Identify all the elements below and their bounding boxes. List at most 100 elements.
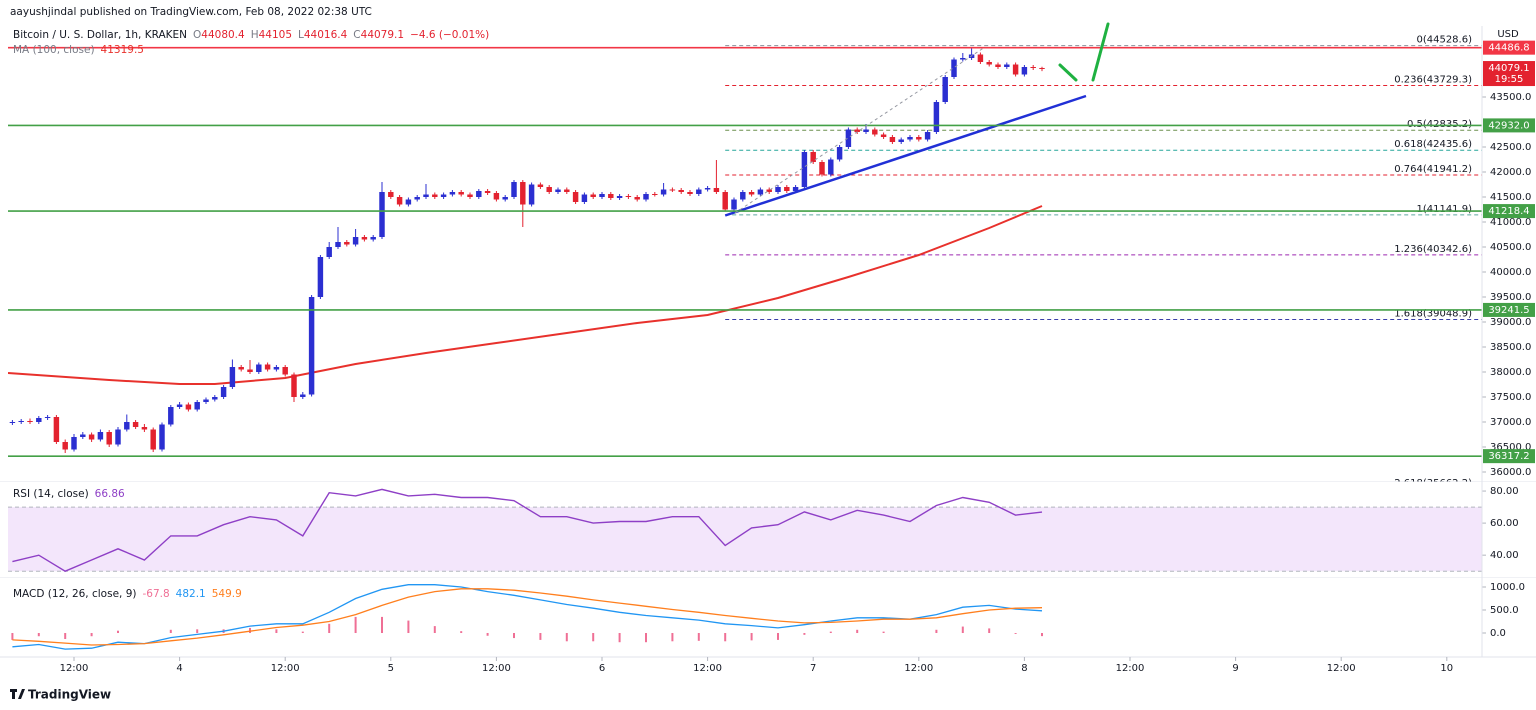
level-label: 39241.5 xyxy=(1488,305,1529,316)
candle-body xyxy=(229,367,236,387)
last-price-box xyxy=(1483,61,1535,87)
candle-body xyxy=(748,192,755,195)
candle-body xyxy=(71,437,77,450)
candle-body xyxy=(291,374,297,397)
candle-body xyxy=(537,184,544,187)
candle-body xyxy=(845,129,852,147)
candle-body xyxy=(546,187,552,192)
candle-body xyxy=(757,189,764,195)
candle-body xyxy=(106,432,112,445)
x-tick-label: 5 xyxy=(388,663,394,674)
level-box xyxy=(1483,302,1535,317)
candle-body xyxy=(810,152,816,162)
candle-body xyxy=(27,421,33,422)
histogram-bar xyxy=(301,631,304,634)
candle-body xyxy=(590,194,596,197)
candle-body xyxy=(520,182,526,205)
candle-body xyxy=(722,192,728,210)
candle-body xyxy=(960,58,966,60)
histogram-bar xyxy=(935,629,938,634)
histogram-bar xyxy=(856,629,859,634)
candle-body xyxy=(564,189,570,192)
level-label: 41218.4 xyxy=(1488,206,1529,217)
ma-legend: MA (100, close) 41319.5 xyxy=(13,44,144,56)
fib-diagonal xyxy=(734,46,986,214)
histogram-bar xyxy=(777,633,779,640)
candle-body xyxy=(97,432,104,440)
candle-body xyxy=(370,237,376,240)
histogram-bar xyxy=(803,633,806,635)
candle-body xyxy=(696,189,702,194)
candle-body xyxy=(36,418,42,422)
candle-body xyxy=(687,192,693,194)
y-tick-label: 40.00 xyxy=(1490,550,1519,561)
symbol-legend: Bitcoin / U. S. Dollar, 1h, KRAKEN O44080… xyxy=(13,29,489,41)
fib-label: 0.764(41941.2) xyxy=(1394,164,1472,175)
histogram-bar xyxy=(961,626,964,634)
candle-body xyxy=(907,137,913,140)
level-label: 36317.2 xyxy=(1488,451,1529,462)
rsi-value: 66.86 xyxy=(95,488,125,500)
pane-background xyxy=(0,26,1536,482)
candle-body xyxy=(379,192,385,237)
candle-body xyxy=(792,187,799,191)
rsi-line xyxy=(12,488,1043,572)
fib-label: 0.236(43729.3) xyxy=(1394,75,1472,86)
y-tick-label: 42000.0 xyxy=(1490,167,1531,178)
histogram-bar xyxy=(249,627,251,634)
level-box xyxy=(1483,118,1535,133)
histogram-bar xyxy=(1014,633,1017,634)
histogram-bar xyxy=(11,633,14,640)
y-tick-label: 500.0 xyxy=(1490,605,1519,616)
x-tick-label: 12:00 xyxy=(1116,663,1145,674)
candle-body xyxy=(608,194,614,198)
candle-body xyxy=(889,137,896,142)
published-note: aayushjindal published on TradingView.co… xyxy=(10,6,372,18)
x-tick-label: 12:00 xyxy=(904,663,933,674)
y-tick-label: 38500.0 xyxy=(1490,342,1531,353)
candle-body xyxy=(766,189,772,192)
candle-body xyxy=(476,191,482,197)
candle-body xyxy=(352,237,359,245)
candle-body xyxy=(704,188,711,190)
candle-body xyxy=(1004,64,1010,67)
candle-body xyxy=(247,369,253,372)
signal-line xyxy=(12,588,1043,646)
candle-body xyxy=(836,147,843,160)
candle-body xyxy=(388,192,394,197)
candle-body xyxy=(511,182,517,197)
rsi-band xyxy=(8,507,1482,572)
candle-body xyxy=(572,192,579,202)
histogram-bar xyxy=(1041,633,1043,637)
histogram-bar xyxy=(671,633,674,642)
price-pane: 36000.0 36500.0 37000.0 37500.0 38000.0 38500… xyxy=(0,26,1536,489)
candle-body xyxy=(819,162,825,175)
candle-body xyxy=(625,196,632,197)
candle-body xyxy=(344,242,350,245)
candle-body xyxy=(414,197,420,200)
symbol-title: Bitcoin / U. S. Dollar, 1h, KRAKEN xyxy=(13,29,187,41)
histogram-bar xyxy=(539,633,542,640)
ohlc-label: H xyxy=(251,29,259,41)
y-tick-label: 41000.0 xyxy=(1490,217,1531,228)
candle-body xyxy=(141,427,148,430)
candle-body xyxy=(493,193,500,200)
histogram-bar xyxy=(513,633,515,639)
fib-label: 0.618(42435.6) xyxy=(1394,139,1472,150)
histogram-bar xyxy=(460,631,463,634)
x-tick-label: 8 xyxy=(1021,663,1027,674)
candle-body xyxy=(467,194,473,197)
candle-body xyxy=(203,399,209,402)
level-label: 44486.8 xyxy=(1488,43,1529,54)
y-tick-label: 0.0 xyxy=(1490,628,1506,639)
candle-body xyxy=(643,194,649,200)
x-tick-label: 6 xyxy=(599,663,605,674)
candle-body xyxy=(308,297,315,395)
x-tick-label: 12:00 xyxy=(271,663,300,674)
candle-body xyxy=(801,152,808,187)
y-tick-label: 39500.0 xyxy=(1490,292,1531,303)
candle-body xyxy=(1012,64,1019,75)
x-tick-label: 9 xyxy=(1232,663,1238,674)
histogram-bar xyxy=(697,633,700,641)
candle-body xyxy=(660,189,667,195)
